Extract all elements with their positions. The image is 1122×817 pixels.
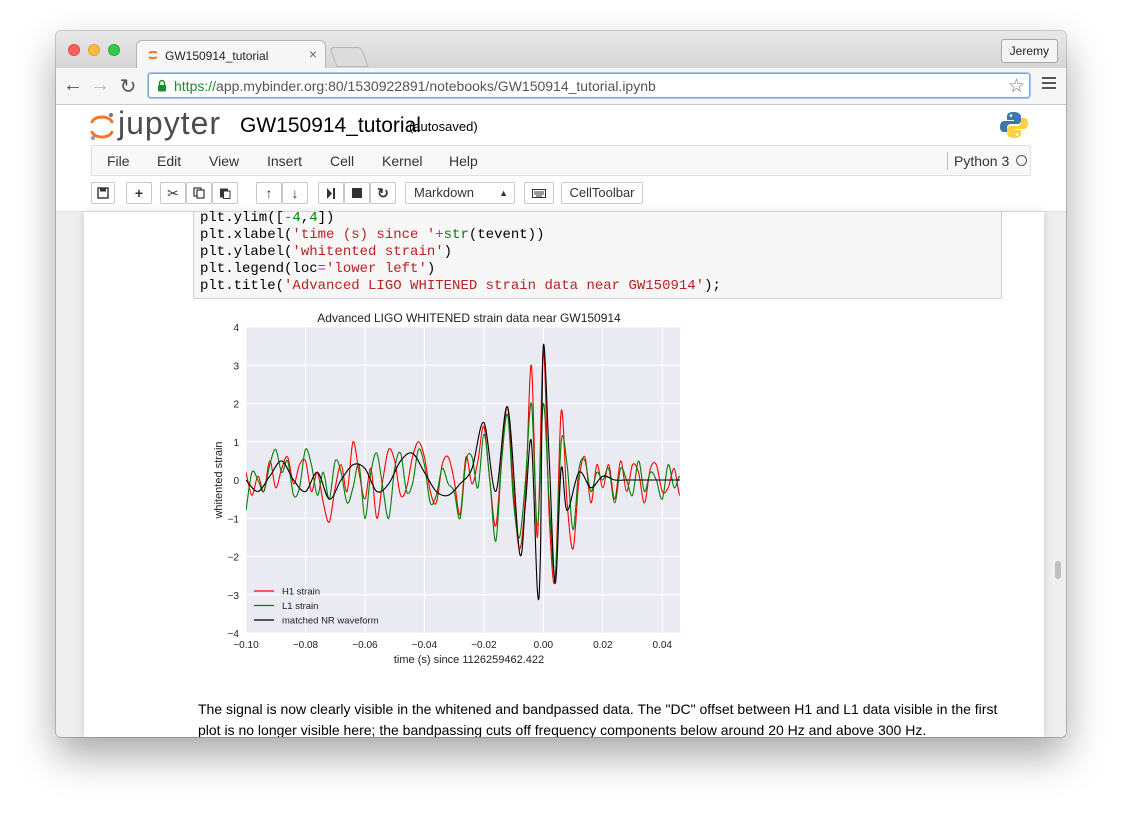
jupyter-favicon-icon: [148, 50, 158, 60]
reload-icon[interactable]: ↻: [119, 76, 137, 98]
series-line-h1-strain: [246, 349, 680, 585]
kernel-name[interactable]: Python 3: [954, 153, 1010, 169]
minimize-window-button[interactable]: [88, 44, 100, 56]
cut-cell-button[interactable]: ✂: [160, 182, 186, 204]
move-down-button[interactable]: ↓: [282, 182, 308, 204]
browser-menu-icon[interactable]: [1042, 77, 1056, 92]
notebook-menubar: File Edit View Insert Cell Kernel Help P…: [91, 145, 1031, 176]
chart-title: Advanced LIGO WHITENED strain data near …: [317, 311, 621, 325]
y-tick-label: −1: [228, 514, 240, 525]
menu-file[interactable]: File: [107, 153, 130, 169]
x-tick-label: 0.02: [593, 640, 613, 651]
code-line: plt.legend(loc='lower left'): [200, 261, 436, 277]
code-line: plt.title('Advanced LIGO WHITENED strain…: [200, 278, 721, 294]
x-tick-label: 0.00: [534, 640, 554, 651]
insert-cell-button[interactable]: +: [126, 182, 152, 204]
save-icon: [97, 187, 109, 199]
x-tick-label: −0.06: [352, 640, 378, 651]
legend-label: matched NR waveform: [282, 616, 379, 627]
y-axis-label: whitented strain: [213, 441, 225, 519]
python-logo-icon: [1000, 112, 1028, 138]
scrollbar-thumb[interactable]: [1055, 561, 1061, 579]
zoom-window-button[interactable]: [108, 44, 120, 56]
y-tick-label: −2: [228, 553, 240, 564]
scissors-icon: ✂: [167, 185, 179, 201]
profile-button[interactable]: Jeremy: [1000, 39, 1058, 63]
menu-cell[interactable]: Cell: [330, 153, 355, 169]
address-bar[interactable]: https://app.mybinder.org:80/1530922891/n…: [148, 73, 1030, 98]
series-line-matched-nr-waveform: [246, 343, 680, 601]
x-tick-label: −0.08: [293, 640, 319, 651]
tab-strip: GW150914_tutorial × Jeremy: [56, 31, 1066, 69]
back-arrow-icon[interactable]: ←: [63, 74, 83, 96]
jupyter-header: jupyter GW150914_tutorial (autosaved) Fi…: [56, 105, 1066, 212]
cell-type-select[interactable]: Markdown ▲: [405, 182, 515, 204]
y-tick-label: −4: [228, 629, 240, 640]
restart-kernel-button[interactable]: ↻: [370, 182, 396, 204]
browser-toolbar: ← → ↻ https://app.mybinder.org:80/153092…: [56, 68, 1066, 105]
celltoolbar-button[interactable]: CellToolbar: [561, 182, 643, 204]
notebook-area: plt.ylim([-4,4]) plt.xlabel('time (s) si…: [56, 210, 1066, 737]
strain-chart: −0.10 −0.08 −0.06 −0.04 −0.02 0.00 0.02 0.04 4 3 2…: [213, 311, 680, 666]
code-line: plt.xlabel('time (s) since '+str(tevent)…: [200, 227, 545, 243]
code-cell[interactable]: plt.ylim([-4,4]) plt.xlabel('time (s) si…: [193, 210, 1002, 299]
autosave-status: (autosaved): [409, 119, 478, 134]
arrow-up-icon: ↑: [265, 185, 273, 201]
step-forward-icon: [327, 188, 335, 199]
x-axis-label: time (s) since 1126259462.422: [394, 654, 544, 666]
y-tick-label: 3: [233, 361, 239, 372]
legend-label: H1 strain: [282, 587, 320, 598]
menu-kernel[interactable]: Kernel: [382, 153, 423, 169]
paste-cell-button[interactable]: [212, 182, 238, 204]
select-arrows-icon: ▲: [499, 188, 508, 198]
bookmark-star-icon[interactable]: ☆: [1007, 76, 1025, 97]
code-line: plt.ylabel('whitented strain'): [200, 244, 453, 260]
menu-help[interactable]: Help: [449, 153, 478, 169]
tab-notebook[interactable]: GW150914_tutorial ×: [136, 40, 326, 69]
menu-edit[interactable]: Edit: [157, 153, 182, 169]
arrow-down-icon: ↓: [291, 185, 299, 201]
x-tick-label: −0.10: [233, 640, 259, 651]
command-palette-button[interactable]: [524, 182, 554, 204]
x-tick-label: −0.02: [471, 640, 497, 651]
run-cell-button[interactable]: [318, 182, 344, 204]
kernel-separator: [947, 152, 948, 170]
refresh-icon: ↻: [377, 185, 389, 201]
browser-window: GW150914_tutorial × Jeremy ← → ↻ https:/…: [56, 31, 1066, 737]
copy-cell-button[interactable]: [186, 182, 212, 204]
new-tab-button[interactable]: [329, 47, 369, 67]
stop-icon: [352, 188, 362, 198]
y-tick-label: 0: [233, 476, 239, 487]
url-text: https://app.mybinder.org:80/1530922891/n…: [174, 78, 656, 94]
legend-label: L1 strain: [282, 601, 318, 612]
series-line-l1-strain: [246, 402, 680, 578]
tab-close-icon[interactable]: ×: [308, 46, 317, 62]
y-tick-label: 2: [233, 400, 239, 411]
y-tick-label: 1: [233, 438, 239, 449]
notebook-page: plt.ylim([-4,4]) plt.xlabel('time (s) si…: [84, 210, 1044, 737]
menu-view[interactable]: View: [209, 153, 240, 169]
forward-arrow-icon[interactable]: →: [90, 74, 110, 96]
menu-insert[interactable]: Insert: [267, 153, 303, 169]
close-window-button[interactable]: [68, 44, 80, 56]
x-tick-label: 0.04: [653, 640, 673, 651]
y-tick-label: 4: [233, 323, 239, 334]
markdown-cell[interactable]: The signal is now clearly visible in the…: [198, 701, 998, 737]
jupyter-logo-text[interactable]: jupyter: [118, 105, 222, 141]
x-tick-label: −0.04: [412, 640, 438, 651]
lock-icon: [158, 79, 166, 92]
save-button[interactable]: [91, 182, 115, 204]
y-tick-label: −3: [228, 591, 240, 602]
interrupt-kernel-button[interactable]: [344, 182, 370, 204]
move-up-button[interactable]: ↑: [256, 182, 282, 204]
tab-title: GW150914_tutorial: [165, 49, 269, 63]
keyboard-icon: [532, 189, 546, 198]
plus-icon: +: [134, 185, 144, 201]
notebook-name[interactable]: GW150914_tutorial: [240, 114, 421, 137]
paste-icon: [220, 188, 231, 199]
jupyter-logo-icon[interactable]: [89, 109, 115, 145]
code-line: plt.ylim([-4,4]): [200, 210, 335, 226]
kernel-idle-icon: [1016, 155, 1027, 166]
copy-icon: [193, 187, 205, 199]
